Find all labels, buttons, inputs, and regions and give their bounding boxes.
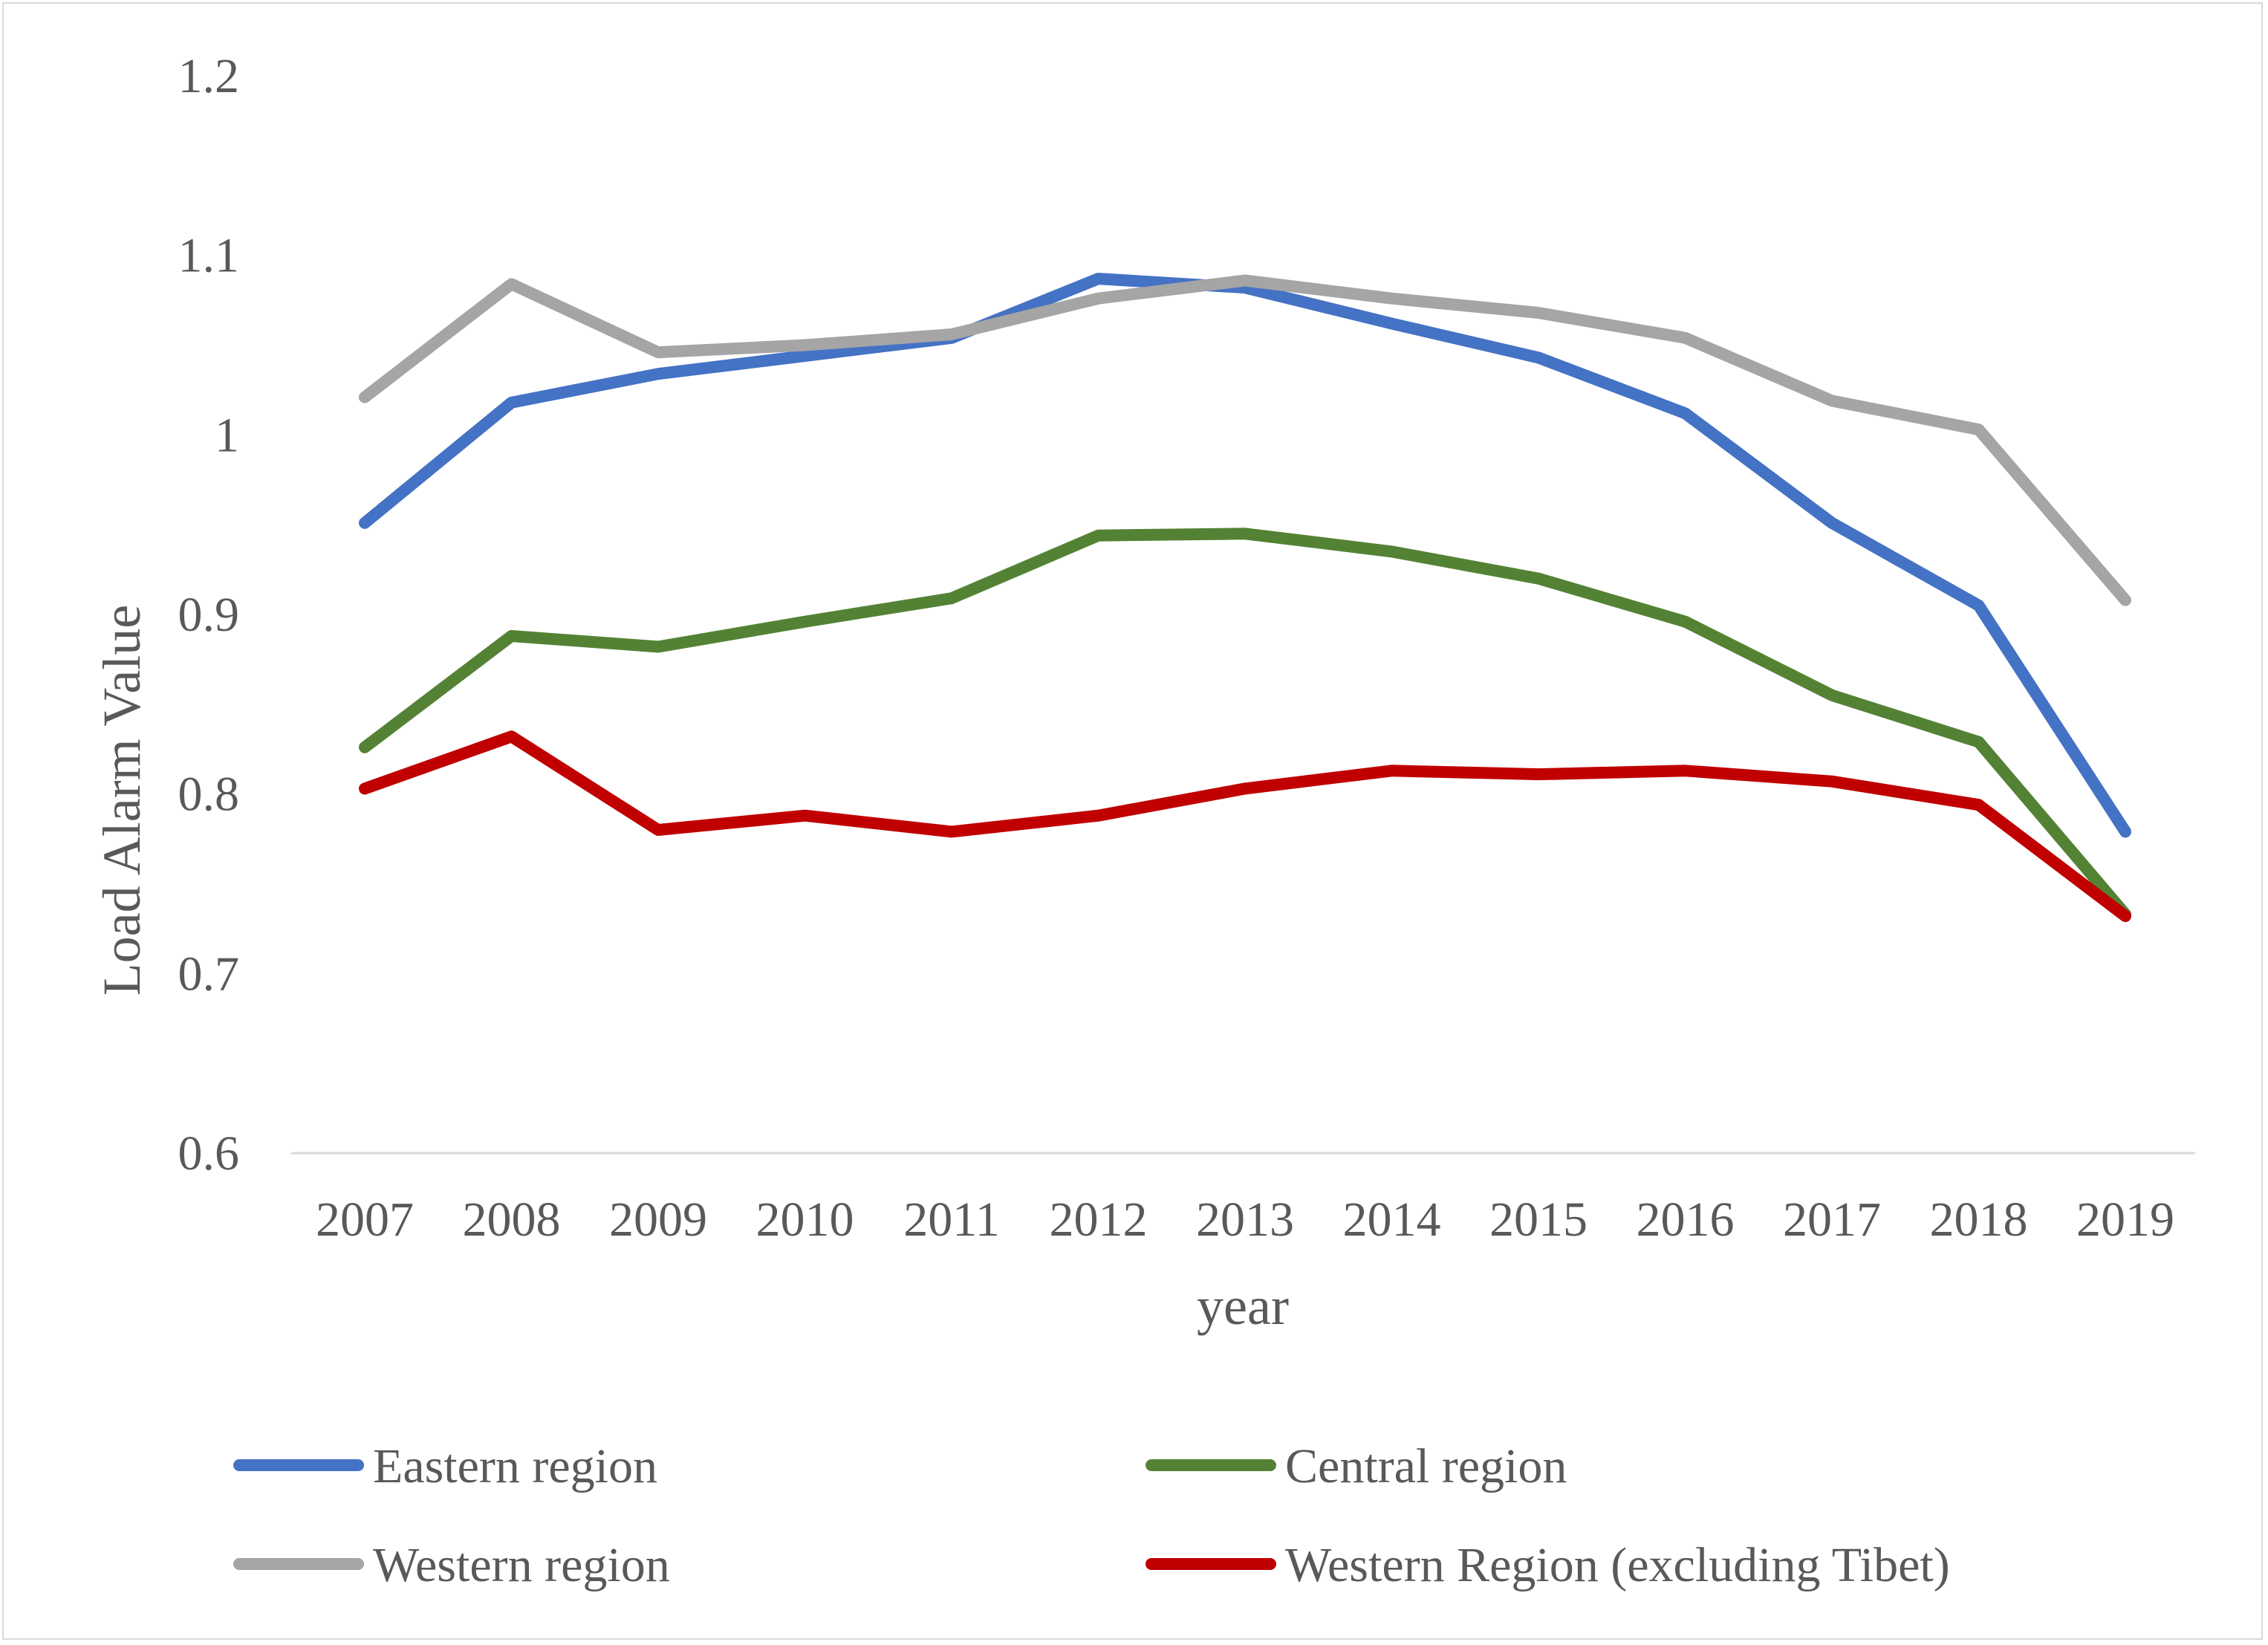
y-axis-title: Load Alarm Value [92,605,152,996]
series-line-central-region [359,528,2131,921]
x-tick-label: 2014 [1343,1193,1441,1247]
legend-item-western-region-excluding-tibet: Western Region (excluding Tibet) [1146,1538,1950,1592]
x-tick-label: 2012 [1050,1193,1148,1247]
y-tick-label: 1 [215,408,239,462]
series-line-western-region-excluding-tibet [359,730,2131,922]
series-line-eastern-region [359,273,2131,838]
legend-item-western-region: Western region [233,1538,670,1592]
x-axis-title: year [1197,1276,1289,1336]
series-lines [359,273,2131,922]
x-tick-label: 2016 [1637,1193,1735,1247]
x-tick-label: 2018 [1930,1193,2028,1247]
series-line-western-region [359,274,2131,606]
x-tick-label: 2008 [463,1193,561,1247]
legend-label: Eastern region [373,1439,657,1493]
x-axis-ticks: 2007 2008 2009 2010 2011 2012 2013 2014 2015 2016… [316,1193,2174,1247]
x-tick-label: 2015 [1489,1193,1588,1247]
x-tick-label: 2013 [1196,1193,1294,1247]
y-tick-label: 1.2 [178,49,240,103]
legend-label: Western Region (excluding Tibet) [1285,1538,1950,1592]
legend-item-central-region: Central region [1146,1439,1567,1493]
y-tick-label: 1.1 [178,229,240,283]
y-axis-ticks: 0.6 0.7 0.8 0.9 1 1.1 1.2 [178,49,240,1181]
x-tick-label: 2007 [316,1193,414,1247]
y-tick-label: 0.8 [178,768,240,822]
x-tick-label: 2019 [2076,1193,2174,1247]
y-tick-label: 0.7 [178,947,240,1001]
x-tick-label: 2011 [903,1193,1000,1247]
y-tick-label: 0.6 [178,1126,240,1181]
legend: Eastern region Central region Western regi… [233,1439,1950,1592]
x-tick-label: 2010 [756,1193,854,1247]
legend-item-eastern-region: Eastern region [233,1439,657,1493]
x-tick-label: 2009 [609,1193,707,1247]
x-tick-label: 2017 [1783,1193,1881,1247]
legend-label: Central region [1285,1439,1567,1493]
y-tick-label: 0.9 [178,588,240,642]
legend-label: Western region [373,1538,670,1592]
